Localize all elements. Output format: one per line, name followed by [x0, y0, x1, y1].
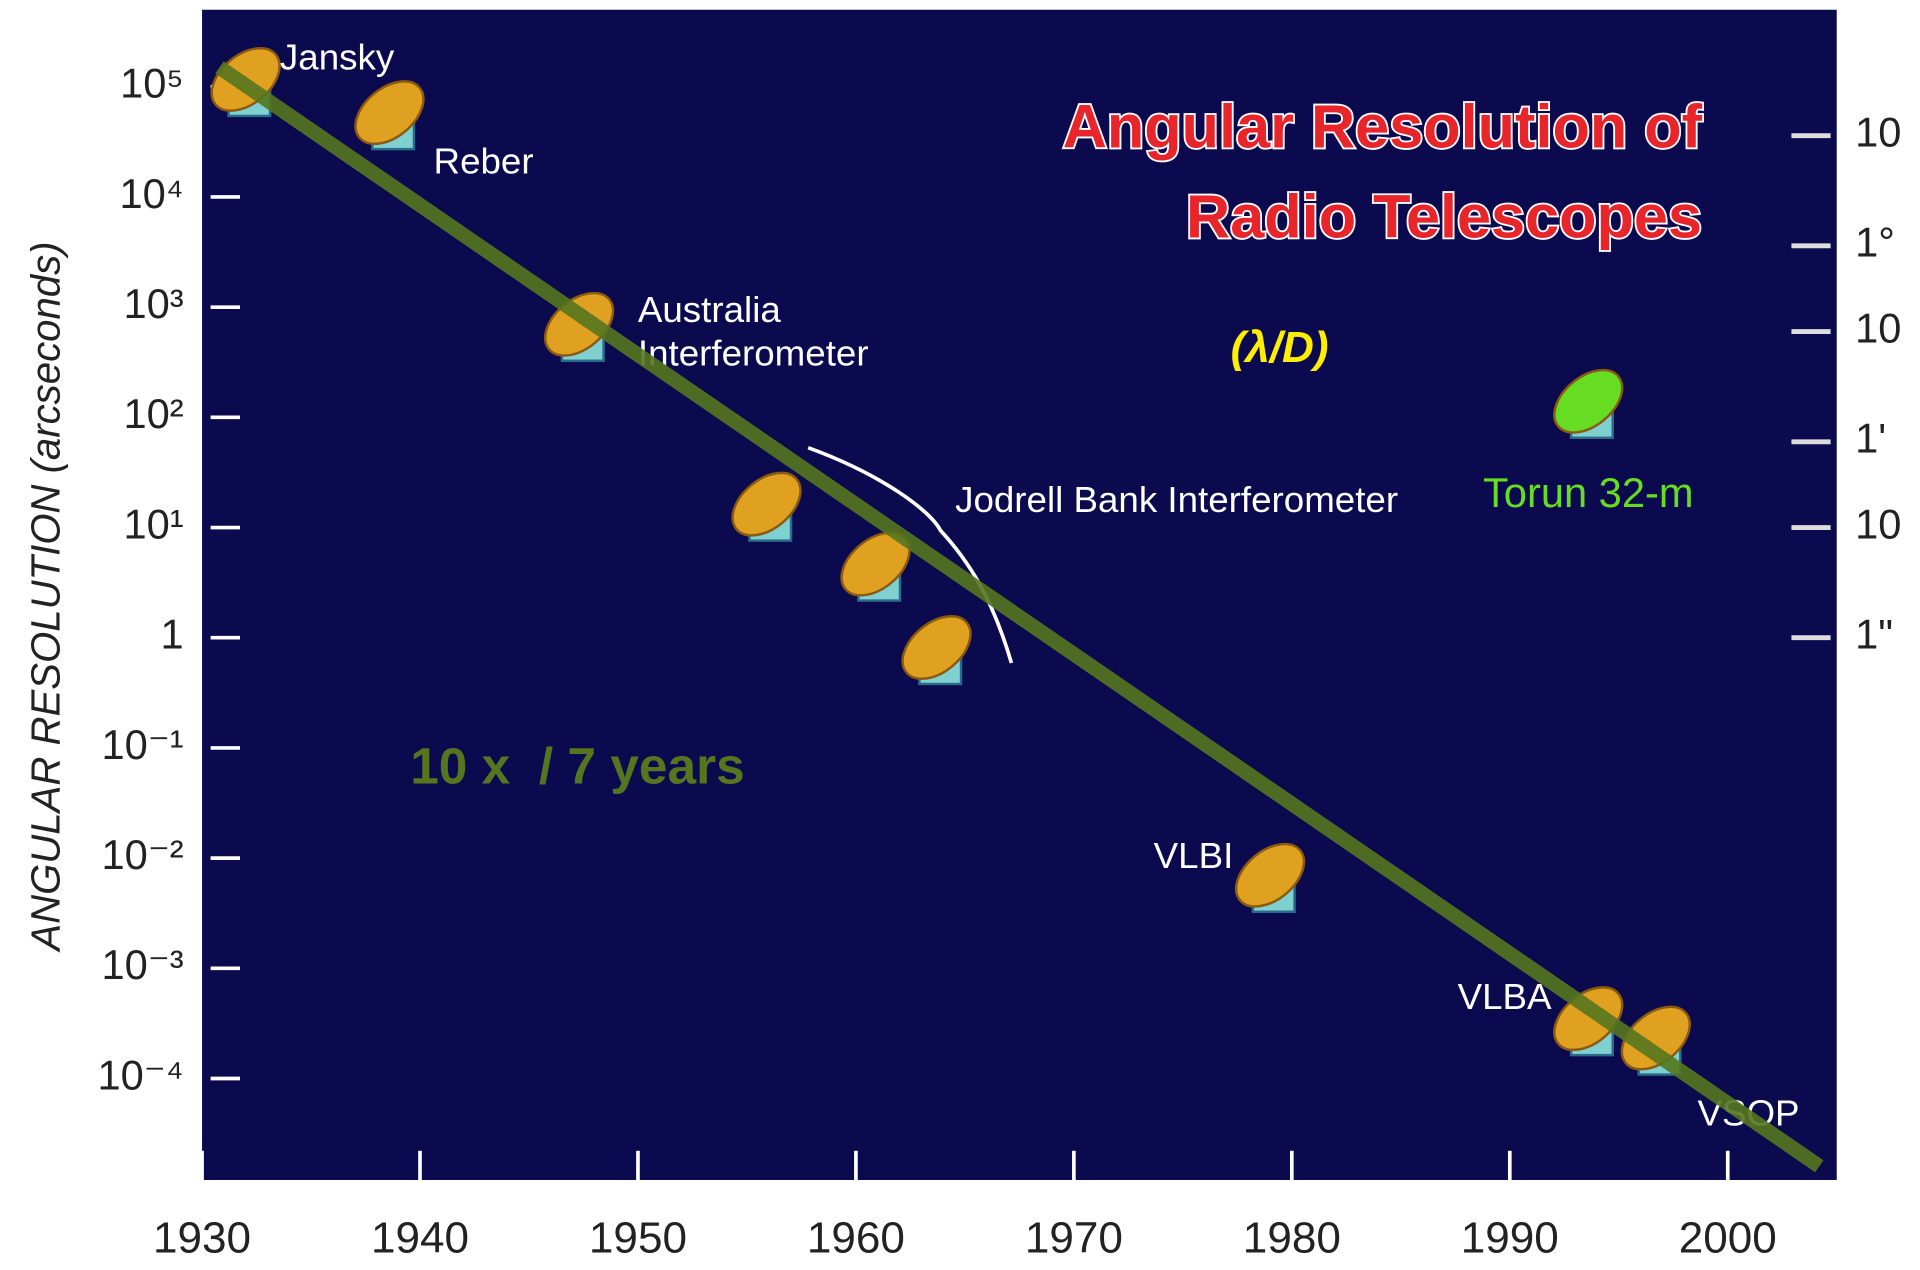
telescope-dish: [731, 471, 802, 537]
telescope-dish: [354, 80, 425, 146]
telescope: [1234, 842, 1306, 913]
y2-tick-label: 10: [1855, 501, 1901, 548]
y-tick-label: 10⁻²: [102, 831, 184, 878]
x-tick-label: 1960: [807, 1214, 905, 1263]
y2-tick-label: 1°: [1855, 219, 1895, 266]
y2-tick-label: 1': [1855, 415, 1886, 462]
telescope: [354, 80, 425, 151]
y-tick-label: 10⁻¹: [102, 721, 184, 768]
y2-tick-label: 10: [1855, 109, 1901, 156]
y-tick-label: 10¹: [124, 501, 184, 548]
y-tick-label: 10⁵: [120, 60, 184, 107]
chart-title: Radio Telescopes: [1186, 183, 1702, 251]
point-label: Interferometer: [638, 333, 869, 374]
annotation: (λ/D): [1231, 323, 1329, 372]
point-label: VLBA: [1458, 976, 1553, 1017]
x-tick-label: 1940: [371, 1214, 469, 1263]
y2-tick-label: 10: [1855, 305, 1901, 352]
y-tick-label: 10³: [124, 280, 184, 327]
y-tick-label: 10²: [124, 390, 184, 437]
trend-label: 10 x / 7 years: [410, 738, 744, 795]
x-tick-label: 1970: [1025, 1214, 1123, 1263]
point-label: Torun 32-m: [1483, 469, 1694, 516]
telescope: [1553, 368, 1624, 440]
chart-title: Angular Resolution of: [1063, 93, 1703, 161]
telescope: [901, 615, 972, 686]
telescope: [731, 471, 802, 542]
y-tick-label: 10⁻⁴: [98, 1052, 184, 1099]
point-label: VLBI: [1154, 835, 1234, 876]
telescope-dish: [1234, 842, 1306, 908]
x-tick-label: 1930: [153, 1214, 251, 1263]
y-tick-label: 10⁴: [119, 170, 183, 217]
telescope: [840, 531, 911, 602]
y2-tick-label: 1": [1855, 611, 1893, 658]
y-tick-label: 1: [161, 611, 184, 658]
bracket: [807, 445, 1014, 664]
point-label: Australia: [638, 289, 782, 330]
telescope-dish: [901, 615, 972, 680]
annotation: Jodrell Bank Interferometer: [955, 479, 1398, 520]
x-tick-label: 1990: [1461, 1214, 1559, 1263]
x-tick-label: 2000: [1679, 1214, 1777, 1263]
point-label: Jansky: [280, 37, 395, 78]
x-tick-label: 1980: [1243, 1214, 1341, 1263]
trend-line: [215, 61, 1824, 1173]
y-axis-label: ANGULAR RESOLUTION (arcseconds): [24, 241, 69, 952]
telescope-dish: [1553, 368, 1624, 434]
y-tick-label: 10⁻³: [102, 941, 184, 988]
point-label: Reber: [434, 140, 534, 181]
x-tick-label: 1950: [589, 1214, 687, 1263]
